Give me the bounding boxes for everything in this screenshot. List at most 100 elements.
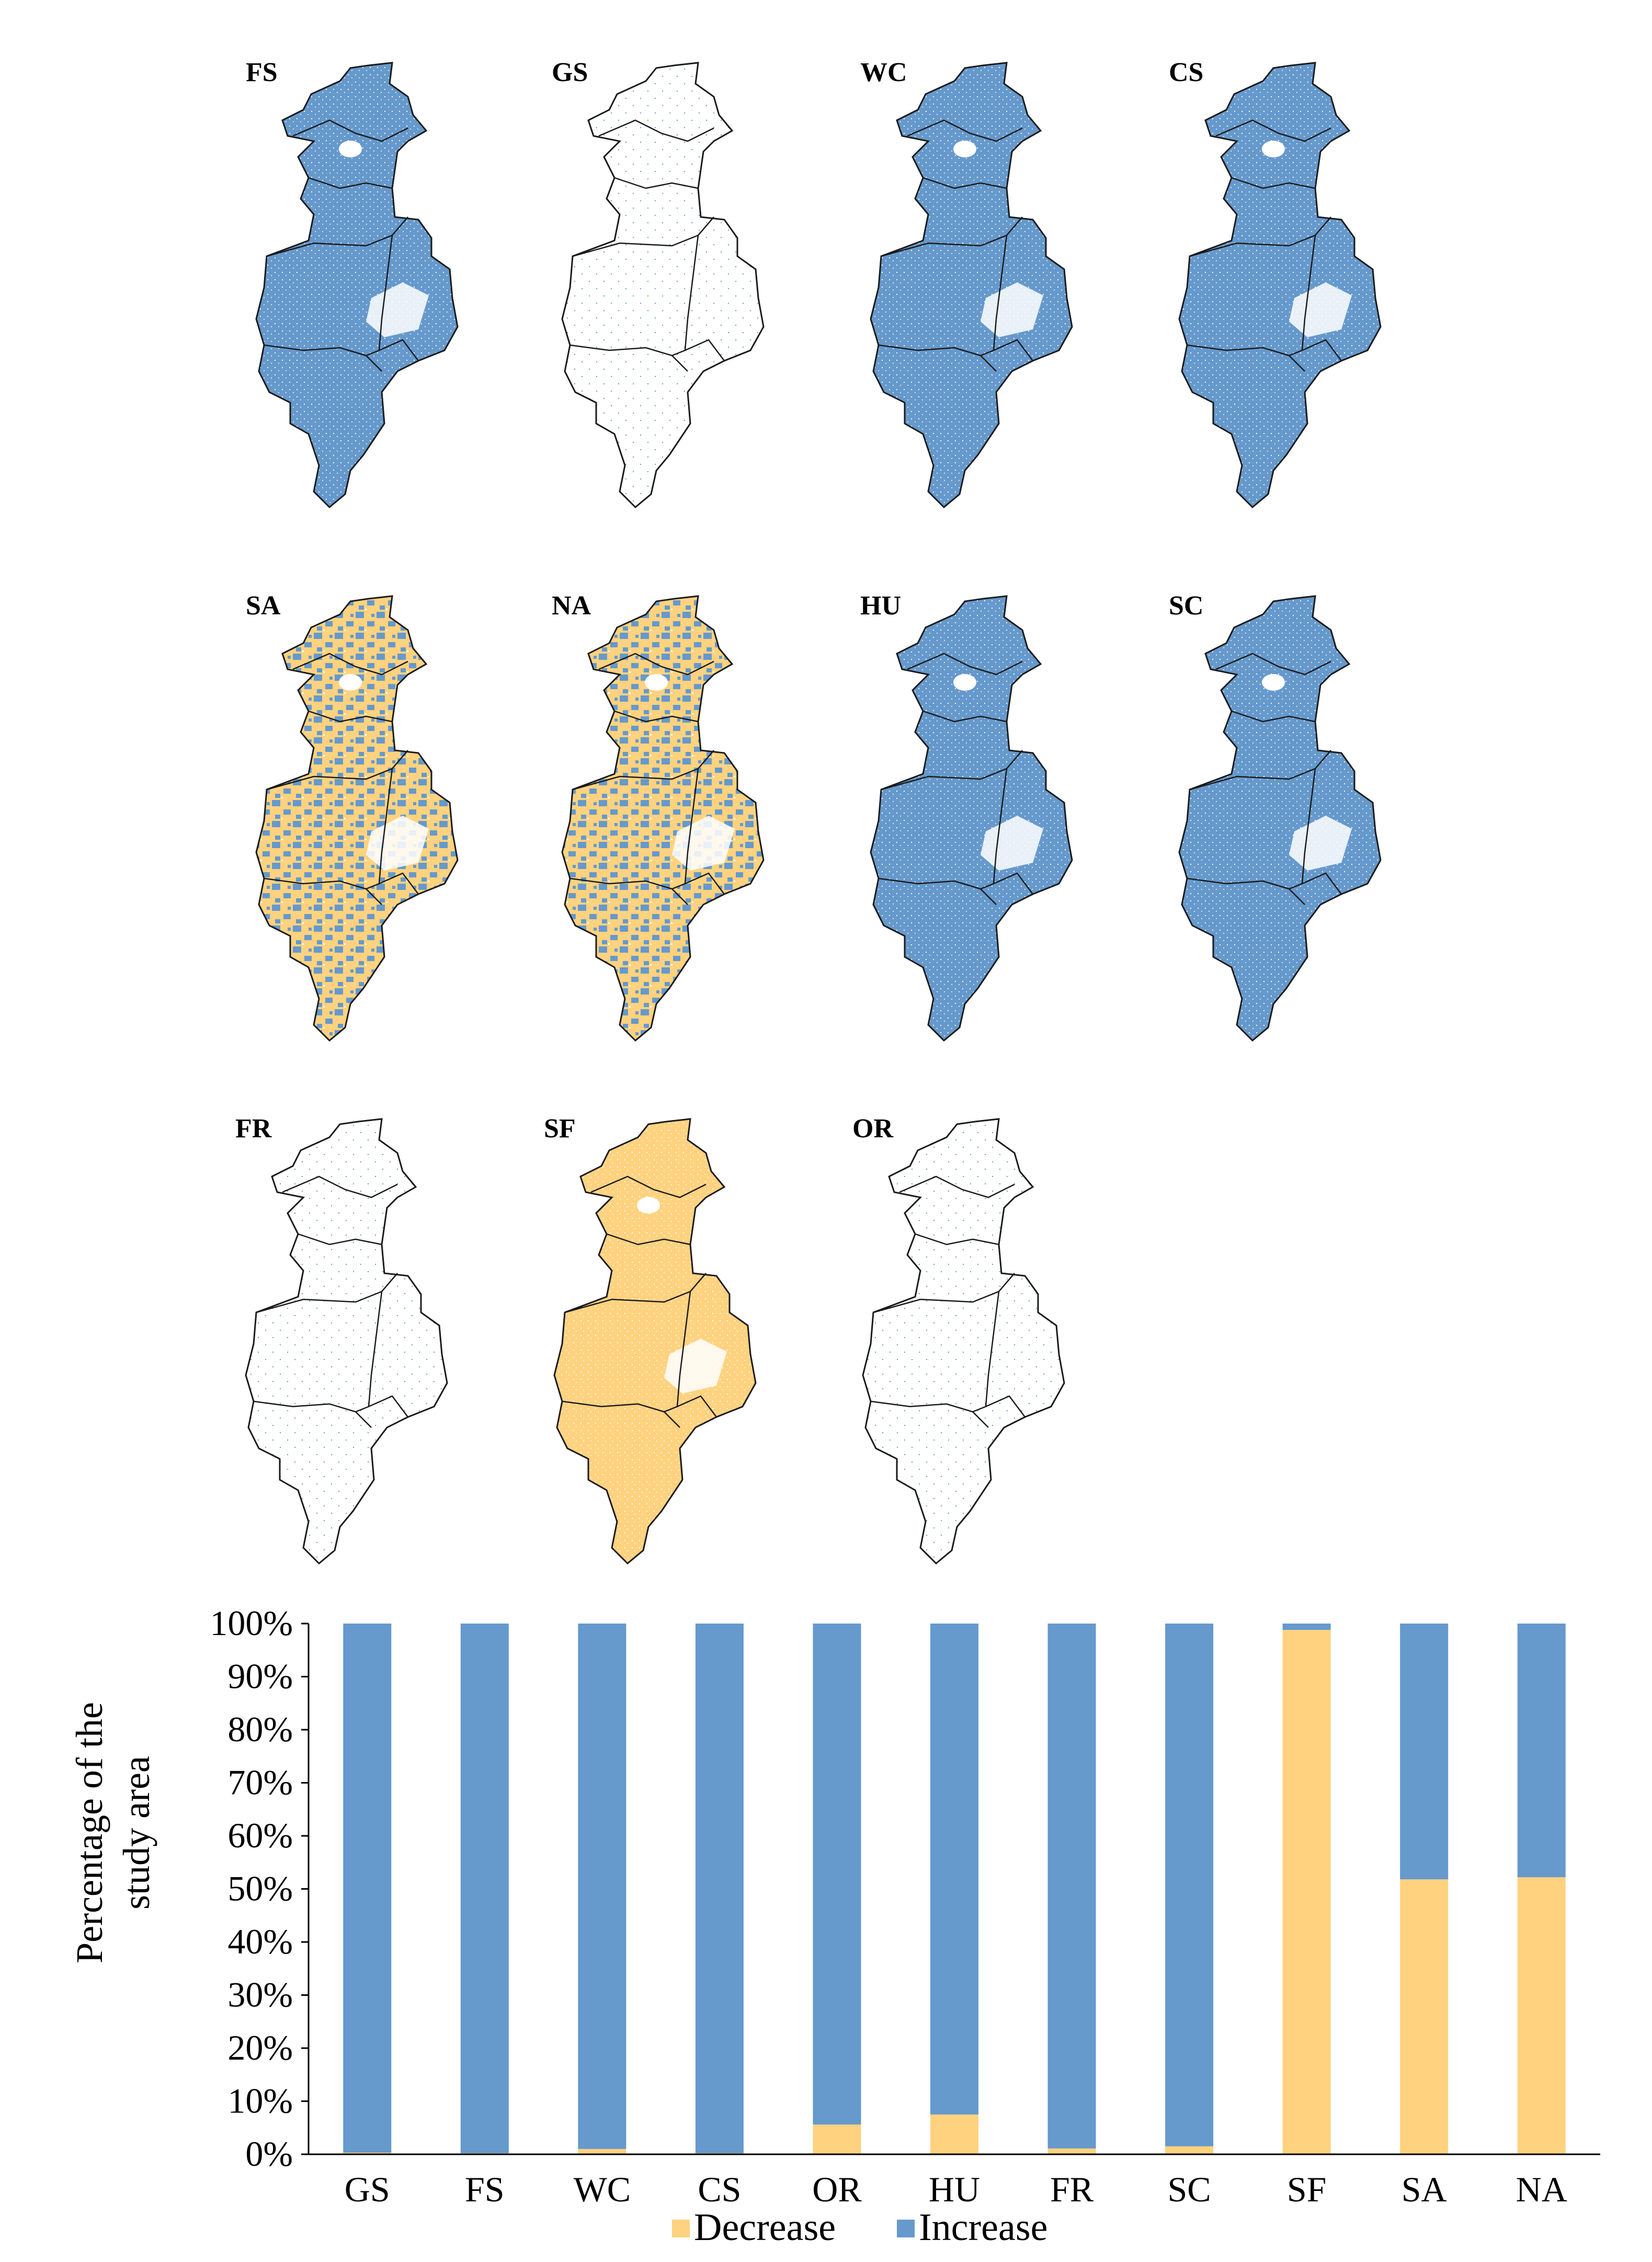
y-tick-label: 80% — [227, 1709, 293, 1749]
district-boundary — [993, 768, 1008, 884]
map-panel: WC — [860, 58, 1073, 509]
district-boundary — [985, 1291, 1000, 1407]
x-tick-label: WC — [574, 2169, 631, 2209]
x-tick-label: FS — [465, 2169, 505, 2209]
region-shape — [870, 595, 1073, 1042]
district-boundary — [378, 235, 393, 351]
district-boundary — [993, 235, 1008, 351]
district-boundary — [1289, 339, 1342, 361]
urban-spot — [645, 674, 668, 691]
urban-spot — [953, 674, 976, 691]
map-label: SC — [1169, 591, 1203, 621]
district-boundary — [256, 1273, 398, 1313]
district-boundary — [253, 1400, 372, 1428]
map-label: HU — [860, 591, 901, 621]
bar-segment-decrease-na — [1517, 1877, 1566, 2154]
district-boundary — [664, 1395, 717, 1418]
y-tick-label: 40% — [227, 1922, 293, 1961]
x-tick-label: SC — [1167, 2169, 1211, 2209]
district-boundary — [1231, 177, 1316, 189]
map-label: SA — [246, 591, 281, 621]
bar-segment-decrease-sc — [1165, 2146, 1214, 2154]
bar-segment-decrease-sf — [1282, 1630, 1331, 2154]
y-tick-label: 50% — [227, 1869, 293, 1909]
map-label: FR — [235, 1114, 272, 1144]
district-boundary — [980, 339, 1033, 361]
district-boundary — [1231, 710, 1316, 723]
district-boundary — [922, 710, 1007, 723]
urban-spot — [339, 674, 362, 691]
map-panel: SF — [544, 1114, 757, 1565]
map-panel: OR — [852, 1114, 1065, 1565]
x-tick-label: OR — [812, 2169, 862, 2209]
legend: Decrease Increase — [672, 2206, 1047, 2249]
region-shape — [870, 62, 1073, 509]
x-tick-label: SF — [1287, 2169, 1327, 2209]
district-boundary — [1289, 872, 1342, 895]
bar-segment-decrease-fr — [1047, 2148, 1096, 2154]
district-boundary — [1215, 119, 1331, 142]
district-boundary — [1301, 768, 1316, 884]
district-boundary — [1301, 235, 1316, 351]
y-tick-label: 10% — [227, 2081, 293, 2121]
stacked-bar-chart: 0% 10% 20% 30% 40% 50% 60% 70% 80% 90% 100% GS FS WC C… — [69, 1603, 1600, 2249]
region-shape — [561, 595, 765, 1042]
district-boundary — [980, 872, 1033, 895]
district-boundary — [881, 216, 1023, 257]
map-label: WC — [860, 58, 907, 87]
district-boundary — [676, 1291, 691, 1407]
district-boundary — [1189, 216, 1331, 257]
district-boundary — [878, 877, 997, 905]
district-boundary — [1215, 653, 1331, 676]
district-boundary — [1187, 344, 1305, 372]
region-shape — [561, 62, 765, 509]
district-boundary — [907, 653, 1023, 676]
y-tick-label: 90% — [227, 1656, 293, 1696]
bar-segment-increase-hu — [930, 1624, 978, 2115]
district-boundary — [292, 653, 408, 676]
region-shape — [553, 1118, 757, 1565]
district-boundary — [266, 216, 408, 257]
district-boundary — [915, 1233, 999, 1246]
y-axis-title: Percentage of the study area — [69, 1702, 157, 1963]
district-boundary — [881, 750, 1023, 791]
y-tick-label: 30% — [227, 1975, 293, 2015]
district-boundary — [378, 768, 393, 884]
bar-segment-increase-fs — [460, 1624, 509, 2153]
map-label: NA — [552, 591, 591, 621]
map-panel: FS — [246, 58, 459, 509]
y-tick-label: 0% — [245, 2134, 293, 2174]
bar-segment-increase-wc — [578, 1624, 626, 2149]
district-boundary — [873, 1273, 1015, 1313]
map-panel: CS — [1169, 58, 1382, 509]
district-boundary — [598, 653, 714, 676]
district-boundary — [972, 1395, 1026, 1418]
map-panel: FR — [235, 1114, 448, 1565]
y-axis-title-line2: study area — [116, 1756, 157, 1910]
x-tick-label: SA — [1402, 2169, 1447, 2209]
district-boundary — [264, 344, 382, 372]
district-boundary — [355, 1395, 408, 1418]
district-boundary — [907, 119, 1023, 142]
district-boundary — [308, 177, 393, 189]
district-boundary — [899, 1175, 1015, 1198]
district-boundary — [671, 872, 725, 895]
bar-segment-increase-sc — [1165, 1624, 1214, 2146]
urban-spot — [1262, 141, 1285, 157]
district-boundary — [590, 1175, 707, 1198]
district-boundary — [671, 339, 725, 361]
district-boundary — [1187, 877, 1305, 905]
district-boundary — [684, 235, 699, 351]
district-boundary — [614, 710, 699, 723]
x-tick-label: GS — [345, 2169, 390, 2209]
legend-label-increase: Increase — [919, 2206, 1047, 2249]
district-boundary — [264, 877, 382, 905]
district-boundary — [572, 750, 714, 791]
bar-segment-increase-na — [1517, 1624, 1566, 1878]
district-boundary — [308, 710, 393, 723]
region-shape — [255, 595, 459, 1042]
bar-segment-decrease-gs — [343, 2152, 392, 2154]
map-panel: HU — [860, 591, 1073, 1042]
map-panel: GS — [552, 58, 765, 509]
x-tick-label: CS — [698, 2169, 741, 2209]
